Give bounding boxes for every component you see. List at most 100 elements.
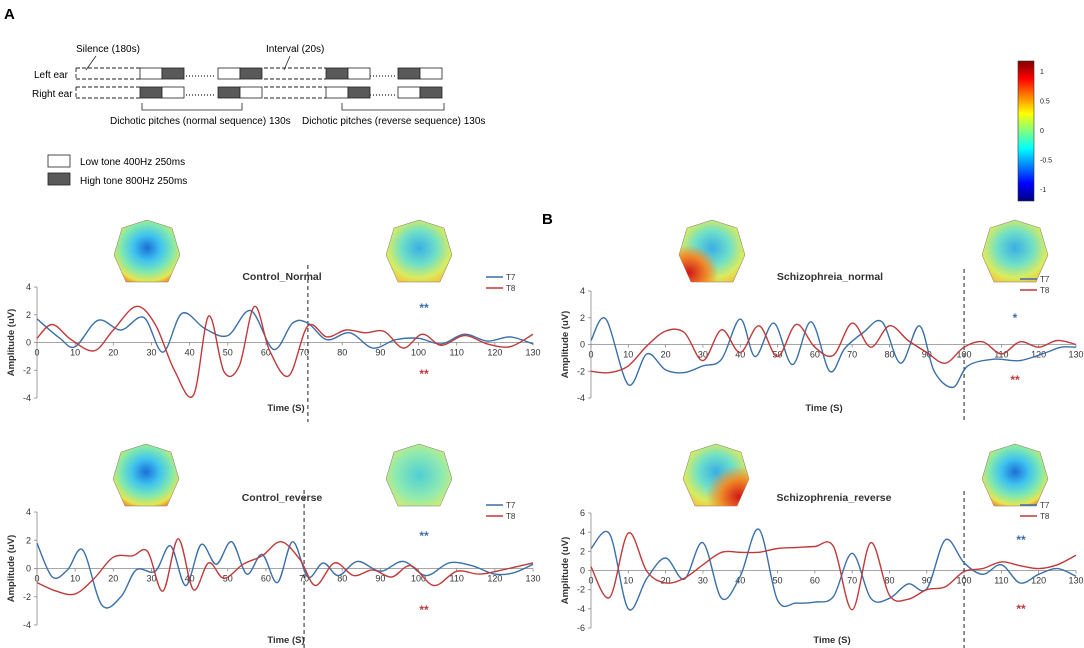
- colorbar-tick-label: -1: [1040, 187, 1046, 194]
- x-tick-label: 100: [411, 348, 426, 358]
- y-tick-label: 0: [580, 340, 585, 350]
- y-axis-label: Amplitude (uV): [560, 537, 571, 605]
- x-tick-label: 80: [884, 576, 894, 586]
- x-tick-label: 70: [847, 576, 857, 586]
- high-tone-swatch: [47, 172, 71, 186]
- y-tick-label: 4: [26, 507, 31, 517]
- x-tick-label: 60: [261, 348, 271, 358]
- silence-segment: [75, 67, 140, 80]
- tone-block: [347, 86, 371, 99]
- x-tick-label: 50: [223, 348, 233, 358]
- series-line-t7: [590, 317, 1077, 389]
- significance-marker-t7: **: [419, 301, 429, 315]
- x-tick-label: 20: [108, 574, 118, 584]
- significance-marker-t8: **: [1010, 373, 1020, 387]
- series-line-t7: [36, 540, 534, 609]
- x-tick-label: 70: [299, 574, 309, 584]
- tone-block: [217, 67, 241, 80]
- legend-label-t8: T8: [1040, 512, 1050, 521]
- y-axis-label: Amplitude (uV): [6, 535, 17, 603]
- tone-block: [347, 67, 371, 80]
- y-tick-label: 6: [580, 508, 585, 518]
- normal-seq-label: Dichotic pitches (normal sequence) 130s: [110, 116, 291, 127]
- series-line-t7: [36, 309, 534, 353]
- x-tick-label: 60: [261, 574, 271, 584]
- legend-label-t7: T7: [506, 273, 516, 282]
- x-tick-label: 40: [735, 576, 745, 586]
- colorbar-ticks: 1 0.5 0 -0.5 -1: [1040, 69, 1052, 194]
- x-tick-label: 0: [588, 576, 593, 586]
- x-tick-label: 0: [588, 350, 593, 360]
- high-tone-label: High tone 800Hz 250ms: [80, 176, 187, 187]
- low-tone-swatch: [47, 154, 71, 168]
- x-axis-label: Time (S): [805, 403, 842, 414]
- y-tick-label: 4: [580, 527, 585, 537]
- colorbar-tick-label: 0: [1040, 128, 1044, 135]
- x-tick-label: 40: [735, 350, 745, 360]
- chart-title: Schizophrenia_reverse: [777, 492, 892, 504]
- y-tick-label: -4: [577, 393, 585, 403]
- y-tick-label: 0: [26, 564, 31, 574]
- stimulus-timeline: [75, 67, 443, 99]
- series-line-t8: [36, 305, 534, 398]
- x-tick-label: 50: [773, 576, 783, 586]
- tone-block: [239, 86, 263, 99]
- left-ear-label: Left ear: [34, 70, 69, 81]
- scalp-map-control-reverse-post: [385, 443, 453, 507]
- y-tick-label: -2: [23, 592, 31, 602]
- colorbar: [1017, 60, 1035, 202]
- interval-segment: [264, 67, 326, 80]
- x-tick-label: 30: [698, 350, 708, 360]
- y-tick-label: -2: [577, 366, 585, 376]
- tone-block: [325, 67, 349, 80]
- x-tick-label: 30: [698, 576, 708, 586]
- x-tick-label: 70: [299, 348, 309, 358]
- x-tick-label: 90: [375, 348, 385, 358]
- chart-control-reverse: 420-2-40 10 20 30 40 50 60 70 80 90 100 110 120 130Co…: [6, 490, 541, 648]
- x-tick-label: 90: [922, 576, 932, 586]
- scalp-map-schizo-reverse-post: [981, 443, 1049, 507]
- x-tick-label: 50: [773, 350, 783, 360]
- interval-label: Interval (20s): [266, 44, 324, 55]
- x-tick-label: 50: [223, 574, 233, 584]
- y-axis-label: Amplitude (uV): [6, 309, 17, 377]
- low-tone-label: Low tone 400Hz 250ms: [80, 157, 185, 168]
- x-tick-label: 0: [34, 574, 39, 584]
- significance-marker-t7: **: [419, 529, 429, 543]
- scalp-map-schizo-normal-post: [981, 219, 1049, 283]
- x-axis-label: Time (S): [813, 635, 850, 646]
- y-tick-label: 0: [580, 566, 585, 576]
- scalp-map-control-normal-pre: [113, 219, 181, 283]
- y-axis-label: Amplitude (uV): [560, 311, 571, 379]
- y-tick-label: 2: [580, 313, 585, 323]
- chart-title: Control_Normal: [242, 271, 321, 283]
- x-tick-label: 110: [450, 574, 464, 584]
- x-tick-label: 100: [957, 576, 972, 586]
- y-tick-label: 4: [580, 286, 585, 296]
- x-tick-label: 70: [847, 350, 857, 360]
- reverse-seq-label: Dichotic pitches (reverse sequence) 130s: [302, 116, 485, 127]
- significance-marker-t7: **: [1016, 533, 1026, 547]
- colorbar-tick-label: 1: [1040, 69, 1044, 76]
- x-tick-label: 120: [487, 574, 502, 584]
- x-tick-label: 80: [337, 348, 347, 358]
- tone-block: [139, 67, 163, 80]
- x-tick-label: 110: [450, 348, 464, 358]
- y-tick-label: -4: [23, 620, 31, 630]
- tone-block: [419, 86, 443, 99]
- x-axis-label: Time (S): [267, 403, 304, 414]
- series-line-t7: [590, 528, 1077, 611]
- x-tick-label: 10: [623, 576, 633, 586]
- x-tick-label: 80: [337, 574, 347, 584]
- tone-block: [397, 67, 421, 80]
- interval-segment: [264, 86, 326, 99]
- legend-label-t8: T8: [506, 512, 516, 521]
- x-tick-label: 20: [661, 350, 671, 360]
- significance-marker-t7: *: [1013, 311, 1018, 325]
- chart-title: Control_reverse: [242, 492, 323, 504]
- tone-block: [161, 86, 185, 99]
- x-tick-label: 30: [146, 574, 156, 584]
- x-tick-label: 40: [185, 348, 195, 358]
- legend-label-t7: T7: [1040, 501, 1050, 510]
